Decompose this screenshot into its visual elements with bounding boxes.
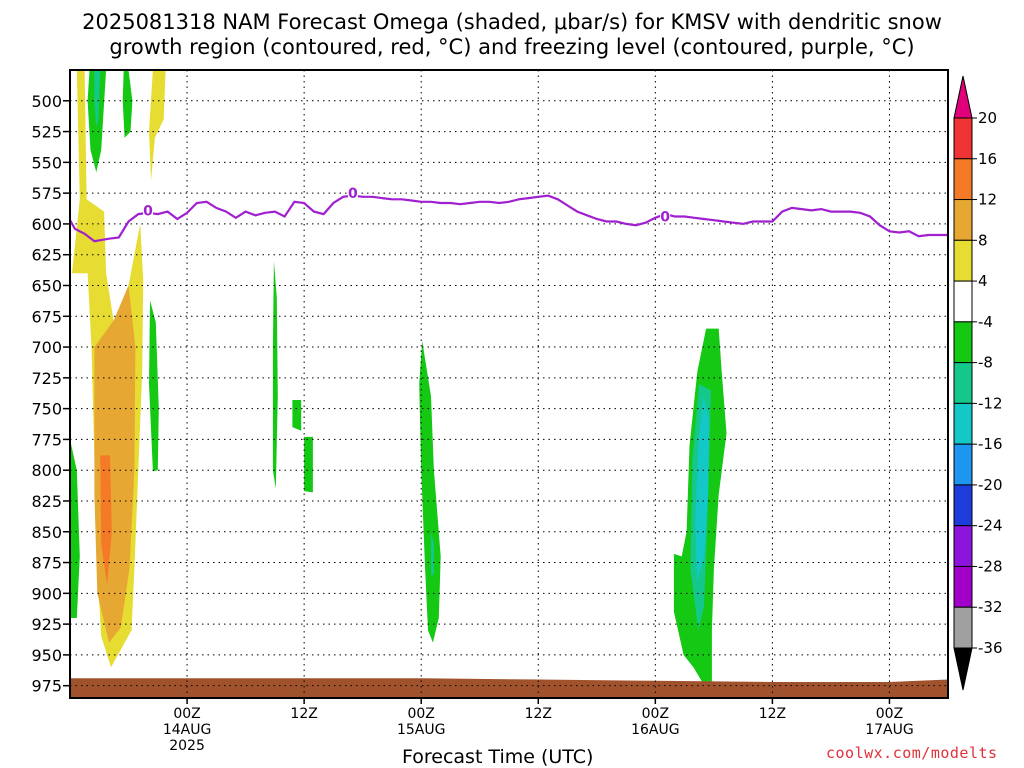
x-tick-label-54-0: 00Z (642, 706, 669, 722)
x-tick-label-78-1: 17AUG (865, 722, 914, 738)
x-tick-label-30-0: 00Z (407, 706, 434, 722)
omega-region-10 (292, 400, 302, 431)
colorbar-label-13: -36 (978, 639, 1003, 657)
x-tick-label-6-1: 14AUG (163, 722, 212, 738)
freezing-level-contour: 0 0 0 (70, 185, 948, 243)
y-tick-label-975: 975 (31, 677, 62, 696)
colorbar-label-12: -32 (978, 598, 1003, 616)
y-tick-label-600: 600 (31, 215, 62, 234)
y-tick-label-650: 650 (31, 276, 62, 295)
freezing-level-label-2: 0 (660, 210, 670, 226)
site-credit: coolwx.com/modelts (826, 744, 998, 762)
y-tick-label-950: 950 (31, 646, 62, 665)
colorbar-label-1: 16 (978, 150, 997, 168)
y-tick-label-700: 700 (31, 338, 62, 357)
chart-title: 2025081318 NAM Forecast Omega (shaded, μ… (82, 10, 942, 34)
colorbar-label-5: -4 (978, 313, 993, 331)
y-tick-label-825: 825 (31, 492, 62, 511)
colorbar-label-11: -28 (978, 557, 1003, 575)
colorbar-band-0 (953, 117, 973, 160)
colorbar-arrow-top (953, 75, 973, 119)
y-tick-label-625: 625 (31, 246, 62, 265)
y-tick-label-900: 900 (31, 584, 62, 603)
colorbar-label-6: -8 (978, 354, 993, 372)
colorbar-label-7: -12 (978, 394, 1003, 412)
y-tick-label-675: 675 (31, 307, 62, 326)
x-tick-label-18-0: 12Z (290, 706, 317, 722)
colorbar-band-3 (953, 239, 973, 282)
y-tick-label-550: 550 (31, 153, 62, 172)
ground-layer (70, 678, 948, 698)
x-tick-label-6-0: 00Z (173, 706, 200, 722)
colorbar-band-11 (953, 565, 973, 608)
omega-shading (70, 70, 727, 686)
colorbar-band-1 (953, 158, 973, 201)
colorbar-band-6 (953, 362, 973, 404)
colorbar-band-8 (953, 443, 973, 486)
x-axis-label: Forecast Time (UTC) (402, 746, 594, 768)
y-tick-label-525: 525 (31, 123, 62, 142)
plot-background (70, 70, 948, 698)
omega-region-5 (94, 70, 101, 128)
colorbar-band-4 (953, 280, 973, 323)
freezing-label-bg-1 (347, 185, 358, 201)
omega-region-11 (304, 436, 313, 493)
y-axis: 500 525 550 575 600 625 650 675 700 725 750 775 800 8… (31, 92, 70, 696)
omega-region-13 (431, 531, 434, 575)
grid-lines (70, 70, 948, 698)
x-tick-label-6-2: 2025 (169, 738, 205, 754)
x-tick-label-78-0: 00Z (876, 706, 903, 722)
y-tick-label-875: 875 (31, 554, 62, 573)
colorbar-band-2 (953, 199, 973, 241)
ground-fill (70, 678, 948, 698)
colorbar-label-4: 4 (978, 272, 988, 290)
colorbar-band-9 (953, 484, 973, 527)
omega-region-12 (419, 340, 441, 643)
omega-region-7 (70, 439, 80, 618)
y-tick-label-500: 500 (31, 92, 62, 111)
omega-region-6 (122, 70, 133, 138)
y-tick-label-575: 575 (31, 184, 62, 203)
x-tick-label-66-0: 12Z (759, 706, 786, 722)
colorbar: 20 16 12 8 4 -4 -8 -12 -16 -20 -24 -28 -32 -36 (953, 75, 1003, 691)
y-tick-label-800: 800 (31, 461, 62, 480)
freezing-level-label-0: 0 (143, 203, 153, 219)
x-tick-label-54-1: 16AUG (631, 722, 680, 738)
colorbar-label-3: 8 (978, 231, 988, 249)
chart-subtitle: growth region (contoured, red, °C) and f… (109, 35, 915, 59)
y-tick-label-850: 850 (31, 523, 62, 542)
y-tick-label-750: 750 (31, 400, 62, 419)
freezing-level-line (70, 194, 948, 243)
colorbar-label-8: -16 (978, 435, 1003, 453)
y-tick-label-775: 775 (31, 430, 62, 449)
colorbar-label-2: 12 (978, 191, 997, 209)
freezing-label-bg-2 (660, 208, 671, 224)
plot-frame (69, 69, 949, 699)
y-tick-label-925: 925 (31, 615, 62, 634)
colorbar-label-0: 20 (978, 109, 997, 127)
x-tick-label-30-1: 15AUG (397, 722, 446, 738)
omega-region-9 (272, 260, 278, 489)
y-tick-label-725: 725 (31, 369, 62, 388)
freezing-label-bg-0 (143, 202, 154, 218)
colorbar-label-9: -20 (978, 476, 1003, 494)
omega-region-16 (695, 396, 709, 581)
omega-region-8 (149, 300, 159, 472)
freezing-level-label-1: 0 (348, 186, 358, 202)
colorbar-band-12 (953, 606, 973, 649)
colorbar-label-10: -24 (978, 517, 1003, 535)
omega-region-3 (149, 70, 166, 181)
colorbar-band-7 (953, 402, 973, 445)
colorbar-band-5 (953, 321, 973, 364)
colorbar-band-10 (953, 525, 973, 567)
colorbar-arrow-bottom (953, 647, 973, 691)
omega-region-2 (100, 455, 112, 585)
x-tick-label-42-0: 12Z (525, 706, 552, 722)
